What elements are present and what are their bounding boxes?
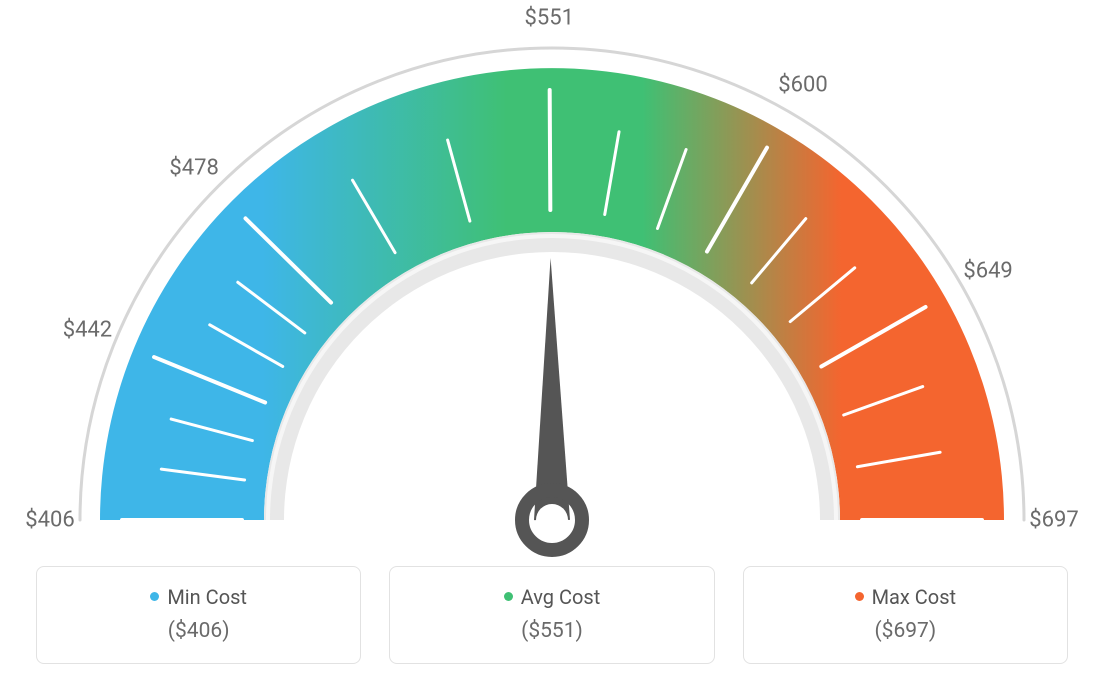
legend-row: Min Cost ($406) Avg Cost ($551) Max Cost… [0,566,1104,664]
legend-dot-min [150,592,159,601]
legend-card-min: Min Cost ($406) [36,566,361,664]
legend-title-avg: Avg Cost [400,585,703,609]
legend-label-avg: Avg Cost [521,585,601,609]
legend-dot-avg [504,592,513,601]
legend-value-min: ($406) [47,619,350,643]
gauge-svg [0,0,1104,560]
legend-dot-max [855,592,864,601]
legend-label-max: Max Cost [872,585,957,609]
legend-card-avg: Avg Cost ($551) [389,566,714,664]
gauge-tick-label: $600 [778,73,827,98]
gauge-tick-label: $442 [63,317,112,342]
legend-title-max: Max Cost [754,585,1057,609]
legend-card-max: Max Cost ($697) [743,566,1068,664]
legend-title-min: Min Cost [47,585,350,609]
legend-value-max: ($697) [754,619,1057,643]
gauge-tick-label: $649 [963,259,1012,284]
gauge-tick-label: $406 [25,508,74,533]
gauge-tick-label: $697 [1029,508,1078,533]
legend-label-min: Min Cost [167,585,247,609]
gauge-tick-label: $478 [169,155,218,180]
cost-gauge-chart: $406 $442 $478 $551 $600 $649 $697 [0,0,1104,560]
gauge-tick-label: $551 [525,6,574,31]
legend-value-avg: ($551) [400,619,703,643]
